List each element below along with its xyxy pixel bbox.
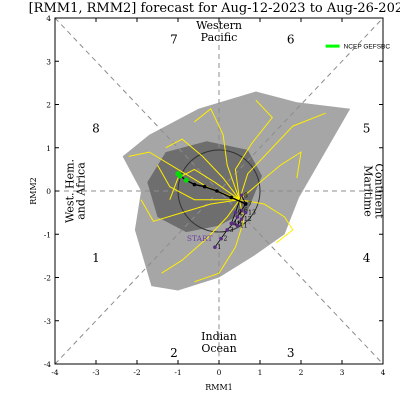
y-axis-label: RMM2 [29,177,38,205]
x-axis-label: RMM1 [205,383,233,392]
x-tick-label: 2 [299,368,304,377]
day-label: 1 [217,244,221,251]
ensemble-member-line [169,168,240,201]
region-label-left: West. Hem. [63,159,76,223]
x-tick-label: -4 [51,368,59,377]
ensemble-member-line [234,99,273,200]
region-label-right: Maritime [362,165,375,216]
x-tick-label: -3 [92,368,100,377]
forecast-mean-point [229,195,234,200]
plot-area: 12345678910111213START-4-3-2-101234-4-3-… [29,14,390,392]
ensemble-member-line [239,199,294,244]
ensemble-member-line [194,199,245,283]
phase-number: 7 [170,33,178,47]
observed-point [219,236,223,241]
day-label: 2 [224,236,228,243]
x-tick-label: -2 [133,368,141,377]
observed-point [239,217,244,221]
x-tick-label: 3 [340,368,345,377]
x-tick-label: 0 [217,368,222,377]
forecast-mean-point [192,182,197,187]
region-label-top: Pacific [201,31,238,44]
phase-number: 2 [170,346,178,360]
phase-number: 1 [92,251,100,265]
day-label: 12 [244,216,252,223]
phase-number: 5 [363,121,371,135]
region-label-left: and Africa [74,162,87,220]
forecast-mean-point [202,184,207,189]
phase-number: 8 [92,121,100,135]
y-tick-label: 4 [46,14,51,23]
y-tick-label: -3 [44,317,52,326]
phase-number: 6 [287,33,295,47]
day-label: 9 [238,210,242,217]
ensemble-member-line [239,112,326,200]
phase-divider-diagonal [54,17,384,365]
region-label-right: Continent [373,163,386,219]
forecast-mean-point [243,202,248,206]
forecast-mean-point [175,171,181,177]
region-label-top: Western [196,19,242,32]
day-label: 3 [230,227,234,234]
region-label-bottom: Ocean [201,342,236,355]
ensemble-member-line [239,151,302,201]
y-tick-label: 3 [46,57,51,66]
chart-title: [RMM1, RMM2] forecast for Aug-12-2023 to… [29,1,400,16]
forecast-mean-point [183,177,189,183]
y-tick-label: -4 [44,360,52,369]
observed-point [239,208,244,213]
day-label: 13 [248,210,256,217]
day-label: 7 [248,201,252,208]
x-tick-label: 1 [258,368,263,377]
observed-point [235,215,240,219]
ensemble-member-line [157,164,240,201]
legend-label: NCEP GEFSBC [344,44,391,51]
y-tick-label: 2 [46,101,51,110]
day-label: 8 [244,192,248,199]
y-tick-label: 0 [46,187,51,196]
phase-number: 4 [363,251,371,265]
ensemble-member-line [165,138,240,201]
x-tick-label: -1 [174,368,181,377]
observed-point [229,221,234,226]
region-label-bottom: Indian [201,330,237,343]
observed-point [235,223,240,228]
ensemble-member-line [194,108,240,200]
observed-point [239,193,244,198]
y-tick-label: -1 [44,230,51,239]
day-label: 11 [240,223,248,230]
x-tick-label: 4 [381,368,386,377]
observed-point [243,210,248,215]
y-tick-label: -2 [44,274,52,283]
y-tick-label: 1 [46,144,51,153]
start-label: START [187,234,213,243]
forecast-mean-point [215,189,219,193]
observed-point [225,228,229,232]
observed-point [233,210,238,215]
phase-number: 3 [287,346,295,360]
ensemble-member-line [161,199,240,274]
ensemble-member-line [140,199,240,222]
observed-point [213,245,217,250]
